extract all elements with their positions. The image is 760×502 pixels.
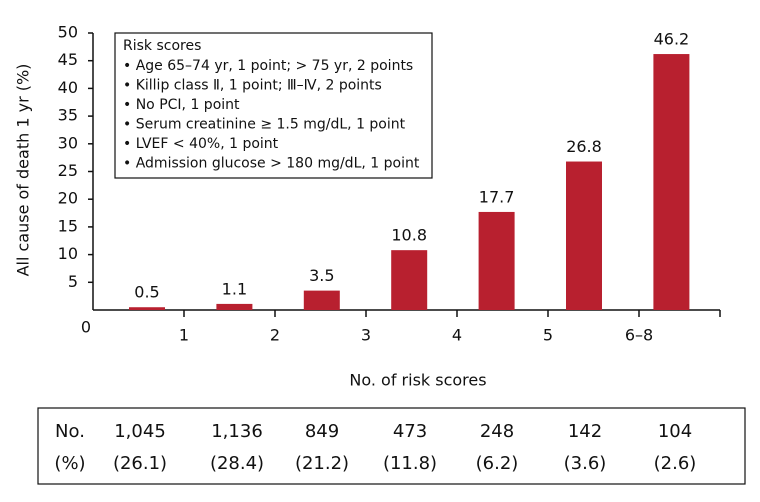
value-label: 10.8 <box>391 226 427 245</box>
legend: Risk scores • Age 65–74 yr, 1 point; > 75… <box>123 38 420 172</box>
y-tick-label: 5 <box>68 272 78 291</box>
y-tick-label: 20 <box>58 189 78 208</box>
legend-item: • LVEF < 40%, 1 point <box>123 136 279 152</box>
table-cell: 142 <box>568 421 602 442</box>
x-tick-label: 6–8 <box>625 326 653 345</box>
x-tick-label: 5 <box>543 326 553 345</box>
y-tick-label: 15 <box>58 216 78 235</box>
table-cell: (11.8) <box>383 453 437 474</box>
table-cell: No. <box>55 421 85 442</box>
table-cell: (26.1) <box>113 453 167 474</box>
table-cell: (%) <box>54 453 85 474</box>
bar <box>216 303 253 310</box>
bar <box>129 307 165 310</box>
y-tick-label: 30 <box>58 133 78 152</box>
value-label: 1.1 <box>222 279 247 298</box>
y-axis-label: All cause of death 1 yr (%) <box>14 64 33 277</box>
x-axis-label: No. of risk scores <box>349 371 486 390</box>
x-tick-label: 3 <box>361 326 371 345</box>
table-box <box>37 407 746 485</box>
value-label: 26.8 <box>566 137 602 156</box>
table-cell: 1,045 <box>114 421 166 442</box>
table-cell: 104 <box>658 421 692 442</box>
value-label: 3.5 <box>309 266 334 285</box>
legend-box <box>114 32 433 179</box>
bar <box>391 250 428 310</box>
x-tick-label: 1 <box>179 326 189 345</box>
bar <box>478 211 515 310</box>
y-tick-label: 50 <box>58 23 78 42</box>
x-tick-label: 4 <box>452 326 462 345</box>
table-cell: (21.2) <box>295 453 349 474</box>
x-tick-label: 2 <box>270 326 280 345</box>
bar <box>653 54 690 310</box>
table-cell: (6.2) <box>476 453 519 474</box>
legend-item: • Serum creatinine ≥ 1.5 mg/dL, 1 point <box>123 117 406 133</box>
y-tick-label: 40 <box>58 78 78 97</box>
y-tick-label: 35 <box>58 106 78 125</box>
table-cell: (2.6) <box>654 453 697 474</box>
value-label: 17.7 <box>479 187 515 206</box>
legend-title: Risk scores <box>123 38 201 54</box>
bar <box>303 290 340 310</box>
legend-item: • Age 65–74 yr, 1 point; > 75 yr, 2 poin… <box>123 58 413 74</box>
table-cell: (3.6) <box>564 453 607 474</box>
table-cell: 1,136 <box>211 421 263 442</box>
table-cell: 248 <box>480 421 514 442</box>
y-tick-label: 0 <box>81 318 91 337</box>
legend-item: • Admission glucose > 180 mg/dL, 1 point <box>123 156 420 172</box>
legend-item: • No PCI, 1 point <box>123 97 240 113</box>
y-tick-label: 25 <box>58 161 78 180</box>
y-tick-label: 10 <box>58 244 78 263</box>
legend-item: • Killip class Ⅱ, 1 point; Ⅲ–Ⅳ, 2 points <box>123 78 382 94</box>
table-cell: (28.4) <box>210 453 264 474</box>
table-cell: 473 <box>393 421 427 442</box>
value-label: 46.2 <box>654 30 690 49</box>
bar <box>566 161 602 310</box>
value-label: 0.5 <box>134 283 159 302</box>
table-cell: 849 <box>305 421 339 442</box>
y-tick-label: 45 <box>58 50 78 69</box>
